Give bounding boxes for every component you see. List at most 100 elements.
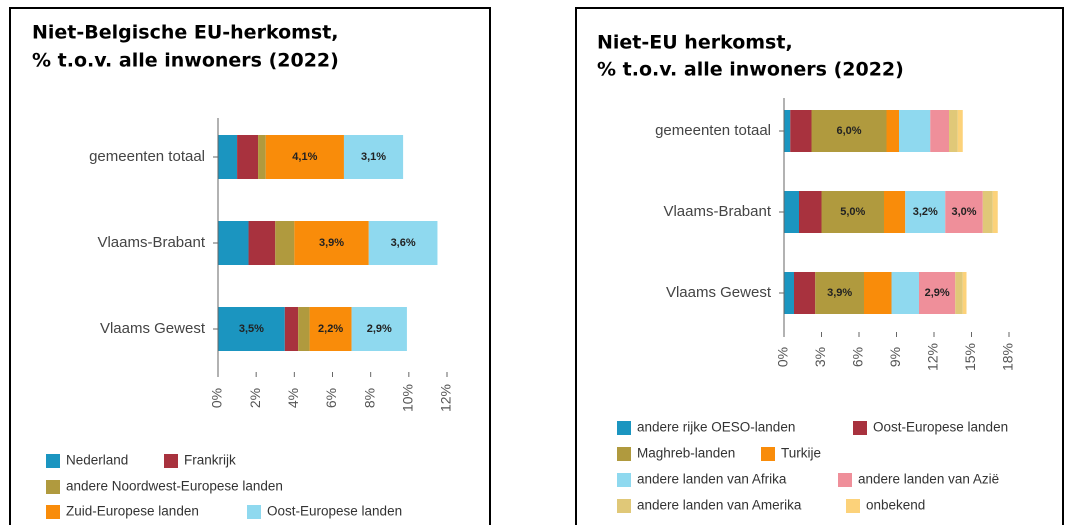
legend-swatch	[617, 447, 631, 461]
bar-segment	[284, 307, 299, 351]
bar-segment	[905, 191, 946, 233]
legend-swatch	[46, 505, 60, 519]
chart-title: Niet-EU herkomst,	[597, 32, 793, 54]
legend-label: andere landen van Amerika	[637, 498, 802, 513]
legend-label: Turkije	[781, 446, 821, 461]
category-label: Vlaams Gewest	[666, 284, 772, 301]
bar-segment	[343, 135, 404, 179]
panel-border	[575, 7, 1064, 525]
bar-segment	[919, 272, 956, 314]
legend-swatch	[761, 447, 775, 461]
legend-label: andere rijke OESO-landen	[637, 420, 795, 435]
legend-swatch	[853, 421, 867, 435]
legend-label: Oost-Europese landen	[873, 420, 1008, 435]
x-tick-label: 6%	[850, 347, 866, 367]
legend-swatch	[164, 454, 178, 468]
bar-segment	[884, 191, 906, 233]
bar-segment	[957, 110, 963, 152]
bar-segment	[886, 110, 899, 152]
x-tick-label: 0%	[775, 347, 791, 367]
bar-segment	[309, 307, 352, 351]
bar-segment	[265, 135, 344, 179]
bar-segment	[899, 110, 931, 152]
bar-segment	[955, 272, 963, 314]
legend-label: Oost-Europese landen	[267, 504, 402, 519]
bar-segment	[368, 221, 438, 265]
bar-segment	[218, 307, 285, 351]
legend-label: Frankrijk	[184, 453, 236, 468]
bar-segment	[891, 272, 919, 314]
category-label: Vlaams-Brabant	[663, 203, 771, 220]
x-tick-label: 18%	[1000, 343, 1016, 371]
bar-segment	[799, 191, 822, 233]
x-tick-label: 2%	[247, 388, 263, 408]
legend-swatch	[617, 473, 631, 487]
panel-border	[9, 7, 491, 525]
data-label: 2,9%	[367, 323, 392, 335]
data-label: 5,0%	[840, 206, 865, 218]
legend-label: Nederland	[66, 453, 128, 468]
x-tick-label: 6%	[323, 388, 339, 408]
legend-label: andere landen van Azië	[858, 472, 999, 487]
bar-segment	[821, 191, 884, 233]
x-tick-label: 10%	[400, 384, 416, 412]
data-label: 2,2%	[318, 323, 343, 335]
category-label: gemeenten totaal	[89, 148, 205, 165]
data-label: 3,2%	[913, 206, 938, 218]
bar-segment	[784, 110, 791, 152]
x-tick-label: 15%	[962, 343, 978, 371]
legend-label: onbekend	[866, 498, 925, 513]
x-tick-label: 12%	[925, 343, 941, 371]
legend-swatch	[617, 499, 631, 513]
x-tick-label: 0%	[209, 388, 225, 408]
bar-segment	[790, 110, 812, 152]
category-label: Vlaams Gewest	[100, 320, 206, 337]
bar-segment	[784, 272, 794, 314]
legend-label: Maghreb-landen	[637, 446, 735, 461]
bar-segment	[811, 110, 887, 152]
chart-title: Niet-Belgische EU-herkomst,	[32, 22, 339, 44]
x-tick-label: 9%	[887, 347, 903, 367]
data-label: 3,9%	[319, 237, 344, 249]
legend-swatch	[46, 480, 60, 494]
legend-swatch	[838, 473, 852, 487]
x-tick-label: 12%	[438, 384, 454, 412]
category-label: Vlaams-Brabant	[97, 234, 205, 251]
bar-segment	[962, 272, 967, 314]
x-tick-label: 8%	[361, 388, 377, 408]
bar-segment	[864, 272, 892, 314]
bar-segment	[298, 307, 310, 351]
data-label: 3,9%	[827, 287, 852, 299]
data-label: 2,9%	[925, 287, 950, 299]
bar-segment	[248, 221, 276, 265]
x-tick-label: 4%	[285, 388, 301, 408]
data-label: 3,1%	[361, 151, 386, 163]
data-label: 6,0%	[836, 125, 861, 137]
legend-swatch	[617, 421, 631, 435]
legend-swatch	[846, 499, 860, 513]
legend-label: andere Noordwest-Europese landen	[66, 479, 283, 494]
bar-segment	[218, 221, 249, 265]
bar-segment	[275, 221, 295, 265]
legend-label: andere landen van Afrika	[637, 472, 787, 487]
bar-segment	[351, 307, 407, 351]
bar-segment	[815, 272, 864, 314]
data-label: 3,5%	[239, 323, 264, 335]
bar-segment	[982, 191, 993, 233]
bar-segment	[258, 135, 266, 179]
data-label: 4,1%	[292, 151, 317, 163]
bar-segment	[930, 110, 949, 152]
category-label: gemeenten totaal	[655, 122, 771, 139]
x-tick-label: 3%	[812, 347, 828, 367]
legend-swatch	[247, 505, 261, 519]
bar-segment	[784, 191, 799, 233]
bar-segment	[945, 191, 983, 233]
data-label: 3,6%	[391, 237, 416, 249]
bar-segment	[237, 135, 259, 179]
bar-segment	[992, 191, 998, 233]
data-label: 3,0%	[951, 206, 976, 218]
bar-segment	[218, 135, 238, 179]
chart-title: % t.o.v. alle inwoners (2022)	[32, 50, 339, 72]
legend-label: Zuid-Europese landen	[66, 504, 199, 519]
